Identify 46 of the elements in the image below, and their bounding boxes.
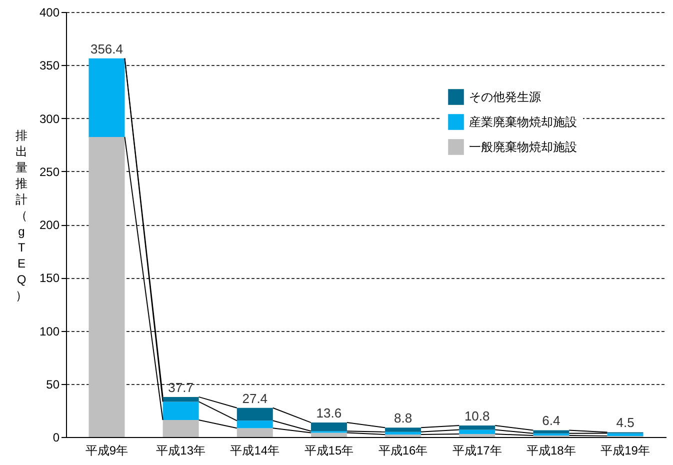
x-tick-label: 平成18年 — [526, 444, 576, 458]
bar — [310, 432, 347, 437]
bar — [88, 58, 125, 137]
bar — [88, 136, 125, 437]
x-tick-label: 平成9年 — [85, 444, 128, 458]
total-label: 13.6 — [316, 406, 342, 421]
legend-label: その他発生源 — [469, 90, 541, 104]
x-tick-label: 平成17年 — [452, 444, 502, 458]
bar — [162, 420, 199, 437]
bar — [236, 408, 273, 421]
y-tick-label: 400 — [39, 6, 60, 20]
y-tick-label: 50 — [46, 377, 60, 392]
bar — [607, 433, 644, 436]
y-tick-label: 300 — [39, 112, 60, 126]
total-label: 27.4 — [242, 390, 268, 406]
y-tick-label: 250 — [39, 164, 60, 179]
bar — [459, 434, 496, 437]
legend-label: 一般廃棄物焼却施設 — [469, 140, 577, 154]
total-label: 356.4 — [90, 41, 124, 56]
total-label: 8.8 — [394, 410, 412, 426]
total-label: 4.5 — [616, 415, 634, 430]
x-tick-label: 平成19年 — [600, 444, 650, 458]
x-tick-label: 平成14年 — [230, 444, 280, 458]
y-tick-label: 350 — [39, 58, 60, 73]
y-tick-label: 100 — [39, 324, 60, 338]
bar — [310, 422, 347, 432]
total-label: 10.8 — [464, 408, 490, 424]
y-tick-label: 150 — [39, 271, 60, 286]
text: 排出量推計（g TEQ） — [16, 128, 28, 302]
bar — [162, 402, 199, 420]
total-label: 6.4 — [542, 413, 560, 428]
bar — [385, 432, 422, 435]
bar — [162, 396, 199, 402]
x-tick-label: 平成16年 — [378, 444, 428, 458]
y-tick-label: 200 — [39, 218, 60, 232]
y-tick-label: 0 — [52, 430, 60, 444]
bar — [385, 428, 422, 432]
bar — [459, 426, 496, 430]
bar — [533, 430, 570, 434]
bar — [236, 420, 273, 428]
bar — [533, 433, 570, 436]
bar — [236, 428, 273, 437]
x-tick-label: 平成15年 — [304, 444, 354, 458]
bar — [459, 430, 496, 434]
x-tick-label: 平成13年 — [156, 444, 206, 458]
legend-label: 産業廃棄物焼却施設 — [469, 115, 577, 129]
